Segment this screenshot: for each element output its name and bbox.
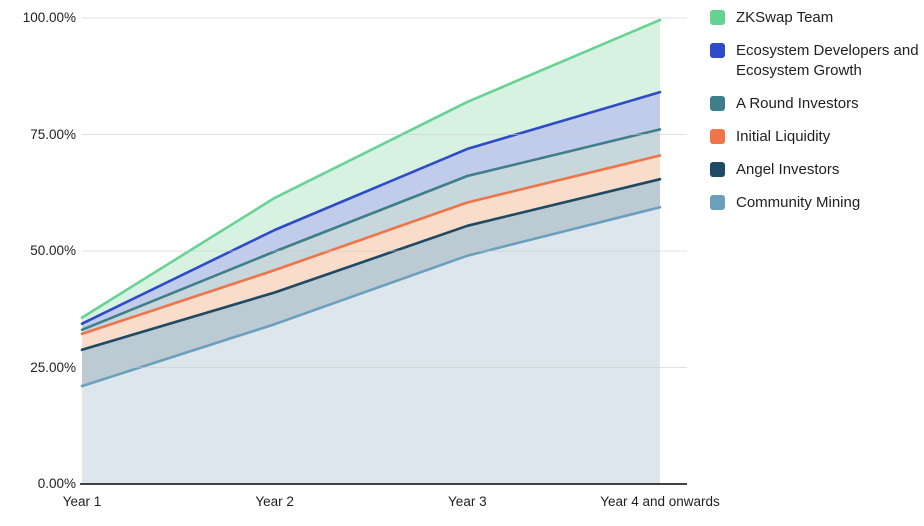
legend-swatch-icon <box>710 43 725 58</box>
area-band-a-round-investors <box>82 129 660 334</box>
area-line-community-mining <box>80 205 662 388</box>
legend-swatch-icon <box>710 129 725 144</box>
legend-item-initial-liquidity: Initial Liquidity <box>710 127 920 147</box>
legend-item-label: Initial Liquidity <box>736 128 831 145</box>
legend-item-community-mining: Community Mining <box>710 193 920 213</box>
area-line-a-round-investors <box>80 128 662 332</box>
legend-item-ecosystem-developers-and-ecosystem-growth: Ecosystem Developers and Ecosystem Growt… <box>710 41 920 81</box>
legend-item-label: Angel Investors <box>736 161 840 178</box>
area-band-community-mining <box>82 207 660 484</box>
legend-swatch-icon <box>710 195 725 210</box>
area-line-initial-liquidity <box>80 154 662 336</box>
legend: ZKSwap Team Ecosystem Developers and Ecos… <box>710 8 920 226</box>
legend-item-zkswap-team: ZKSwap Team <box>710 8 920 28</box>
area-band-initial-liquidity <box>82 155 660 350</box>
legend-item-label: A Round Investors <box>736 95 859 112</box>
legend-item-label: ZKSwap Team <box>736 9 834 26</box>
legend-item-angel-investors: Angel Investors <box>710 160 920 180</box>
area-line-angel-investors <box>80 177 662 352</box>
legend-item-label: Ecosystem Developers and Ecosystem Growt… <box>736 42 919 79</box>
area-line-zkswap-team <box>80 18 662 319</box>
legend-swatch-icon <box>710 96 725 111</box>
area-band-zkswap-team <box>82 19 660 324</box>
area-band-angel-investors <box>82 179 660 387</box>
legend-swatch-icon <box>710 162 725 177</box>
legend-item-label: Community Mining <box>736 194 861 211</box>
legend-item-a-round-investors: A Round Investors <box>710 94 920 114</box>
legend-swatch-icon <box>710 10 725 25</box>
area-line-ecosystem-developers-and-ecosystem-growth <box>80 90 662 326</box>
